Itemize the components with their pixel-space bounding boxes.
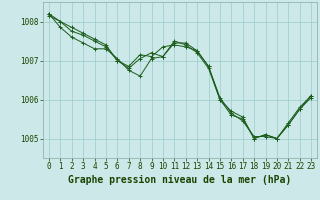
X-axis label: Graphe pression niveau de la mer (hPa): Graphe pression niveau de la mer (hPa): [68, 175, 292, 185]
